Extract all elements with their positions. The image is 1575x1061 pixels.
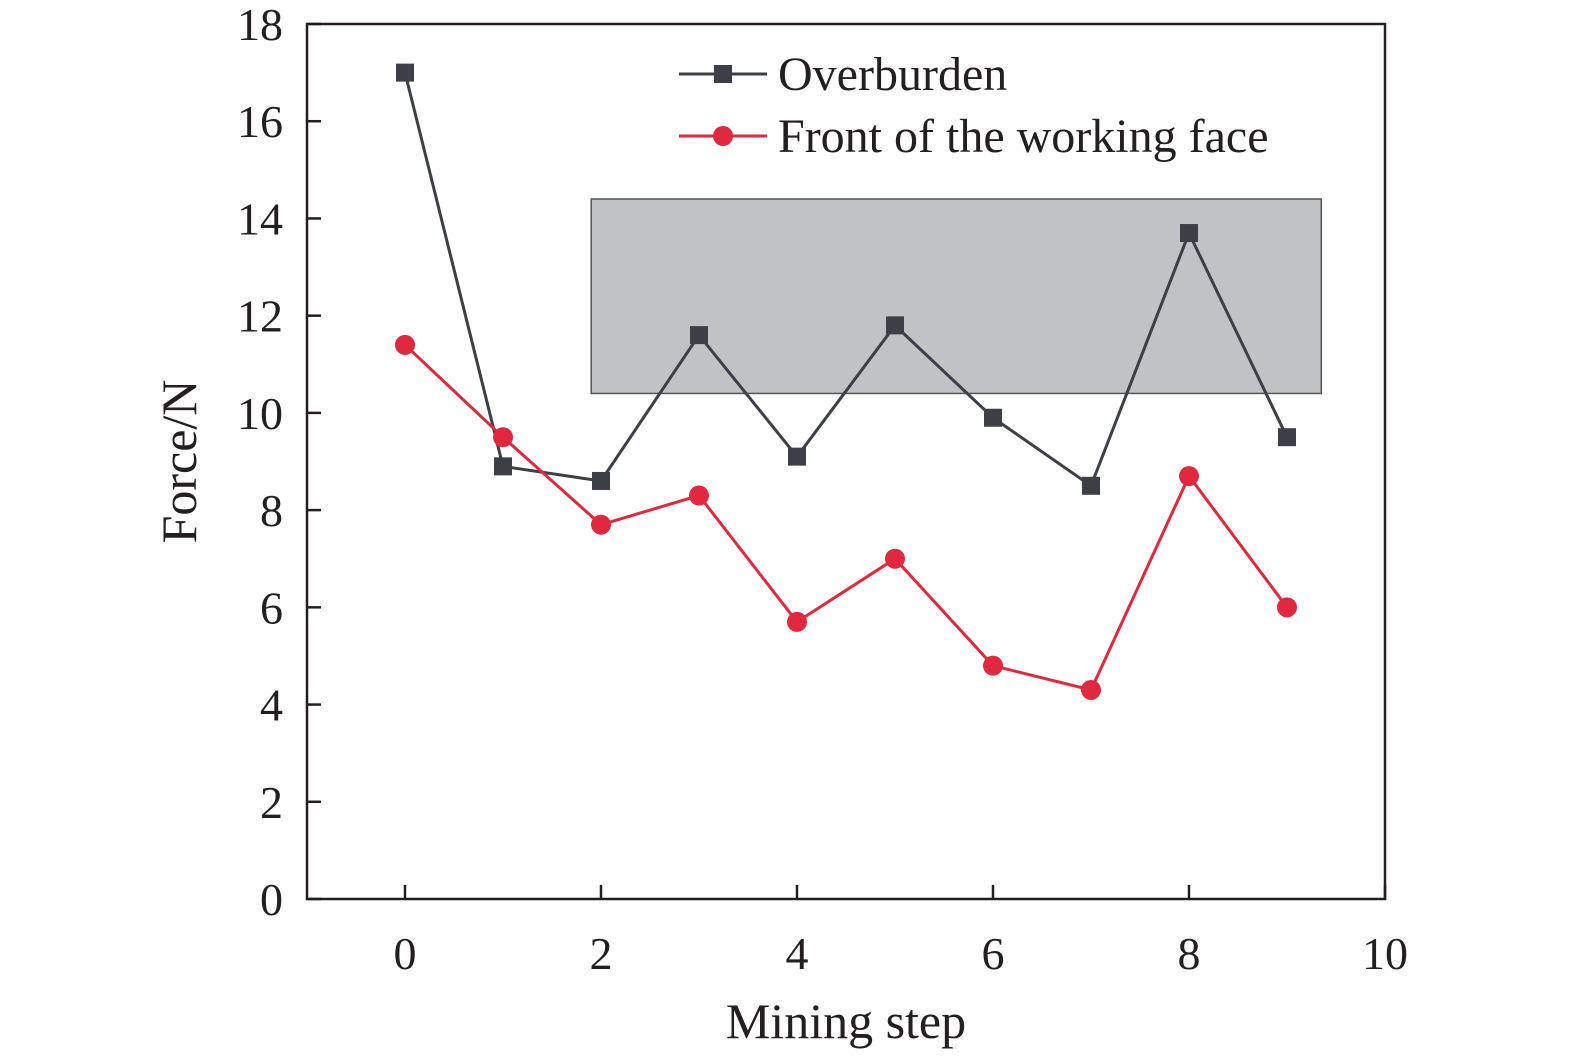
data-point-overburden [1180, 224, 1198, 243]
legend-marker [714, 65, 732, 83]
data-point-overburden [886, 316, 904, 335]
y-tick-label: 8 [260, 485, 283, 536]
data-point-working-face [493, 427, 513, 448]
series-working-face [395, 334, 1297, 700]
y-tick-label: 2 [260, 777, 283, 828]
x-tick-label: 0 [394, 928, 417, 979]
legend-label: Overburden [778, 48, 1007, 101]
y-tick-label: 12 [237, 291, 283, 342]
y-tick-label: 10 [237, 388, 283, 439]
data-point-overburden [396, 63, 414, 82]
x-tick-label: 4 [786, 928, 809, 979]
y-tick-label: 0 [260, 874, 283, 925]
highlight-region [590, 198, 1323, 395]
data-point-working-face [885, 548, 905, 569]
legend-item-working-face: Front of the working face [679, 110, 1269, 163]
y-axis-label: Force/N [151, 380, 207, 544]
series-layer [395, 63, 1297, 700]
data-point-overburden [788, 447, 806, 466]
data-point-working-face [591, 514, 611, 535]
x-tick-label: 6 [982, 928, 1005, 979]
x-tick-label: 8 [1178, 928, 1201, 979]
y-tick-label: 6 [260, 582, 283, 633]
data-point-overburden [1082, 476, 1100, 495]
plot-frame [305, 22, 1387, 901]
data-point-working-face [1277, 597, 1297, 618]
series-line-overburden [403, 72, 1289, 489]
x-tick-label: 10 [1362, 928, 1408, 979]
series-line-working-face [403, 343, 1289, 692]
data-point-working-face [787, 611, 807, 632]
data-point-overburden [494, 457, 512, 476]
ticks-layer: 0 2 4 6 8 10 0 2 4 6 8 10 12 14 16 18 [237, 0, 1408, 979]
data-point-working-face [1081, 679, 1101, 700]
data-point-overburden [1278, 428, 1296, 447]
data-point-overburden [984, 408, 1002, 427]
data-point-working-face [689, 485, 709, 506]
legend: Overburden Front of the working face [679, 48, 1269, 163]
legend-marker [713, 126, 733, 146]
y-tick-label: 14 [237, 193, 283, 244]
data-point-working-face [395, 334, 415, 355]
data-point-overburden [592, 471, 610, 490]
y-tick-label: 16 [237, 96, 283, 147]
legend-label: Front of the working face [778, 110, 1269, 163]
legend-item-overburden: Overburden [679, 48, 1007, 101]
data-point-overburden [690, 326, 708, 345]
x-axis-label: Mining step [726, 993, 966, 1049]
x-tick-label: 2 [590, 928, 613, 979]
series-overburden [396, 63, 1296, 495]
y-tick-label: 18 [237, 0, 283, 50]
y-tick-label: 4 [260, 680, 283, 731]
data-point-working-face [983, 655, 1003, 676]
data-point-working-face [1179, 466, 1199, 487]
